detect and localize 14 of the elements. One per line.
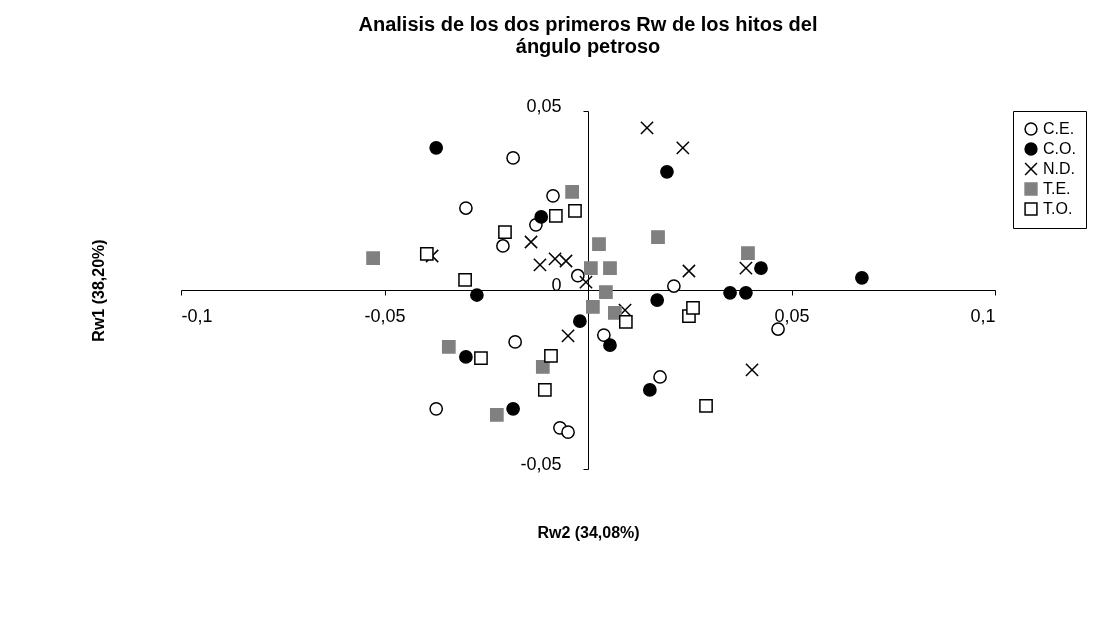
- legend-label: N.D.: [1043, 160, 1075, 177]
- x-tick-label: 0,05: [774, 305, 810, 326]
- x-tick-label: 0,1: [970, 305, 996, 326]
- legend-label: C.E.: [1043, 120, 1075, 137]
- legend-label: T.E.: [1043, 180, 1071, 197]
- x-tick-label: -0,05: [364, 305, 406, 326]
- x-axis-title: Rw2 (34,08%): [537, 523, 640, 541]
- y-tick-label: 0,05: [526, 95, 562, 116]
- y-tick-label: -0,05: [520, 453, 562, 474]
- legend-label: T.O.: [1043, 200, 1073, 217]
- y-axis-title: Rw1 (38,20%): [89, 239, 107, 342]
- x-tick-label: -0,1: [181, 305, 213, 326]
- chart-title: Analisis de los dos primeros Rw de los hitos del ángulo petroso: [358, 13, 818, 57]
- legend-label: C.O.: [1043, 140, 1076, 157]
